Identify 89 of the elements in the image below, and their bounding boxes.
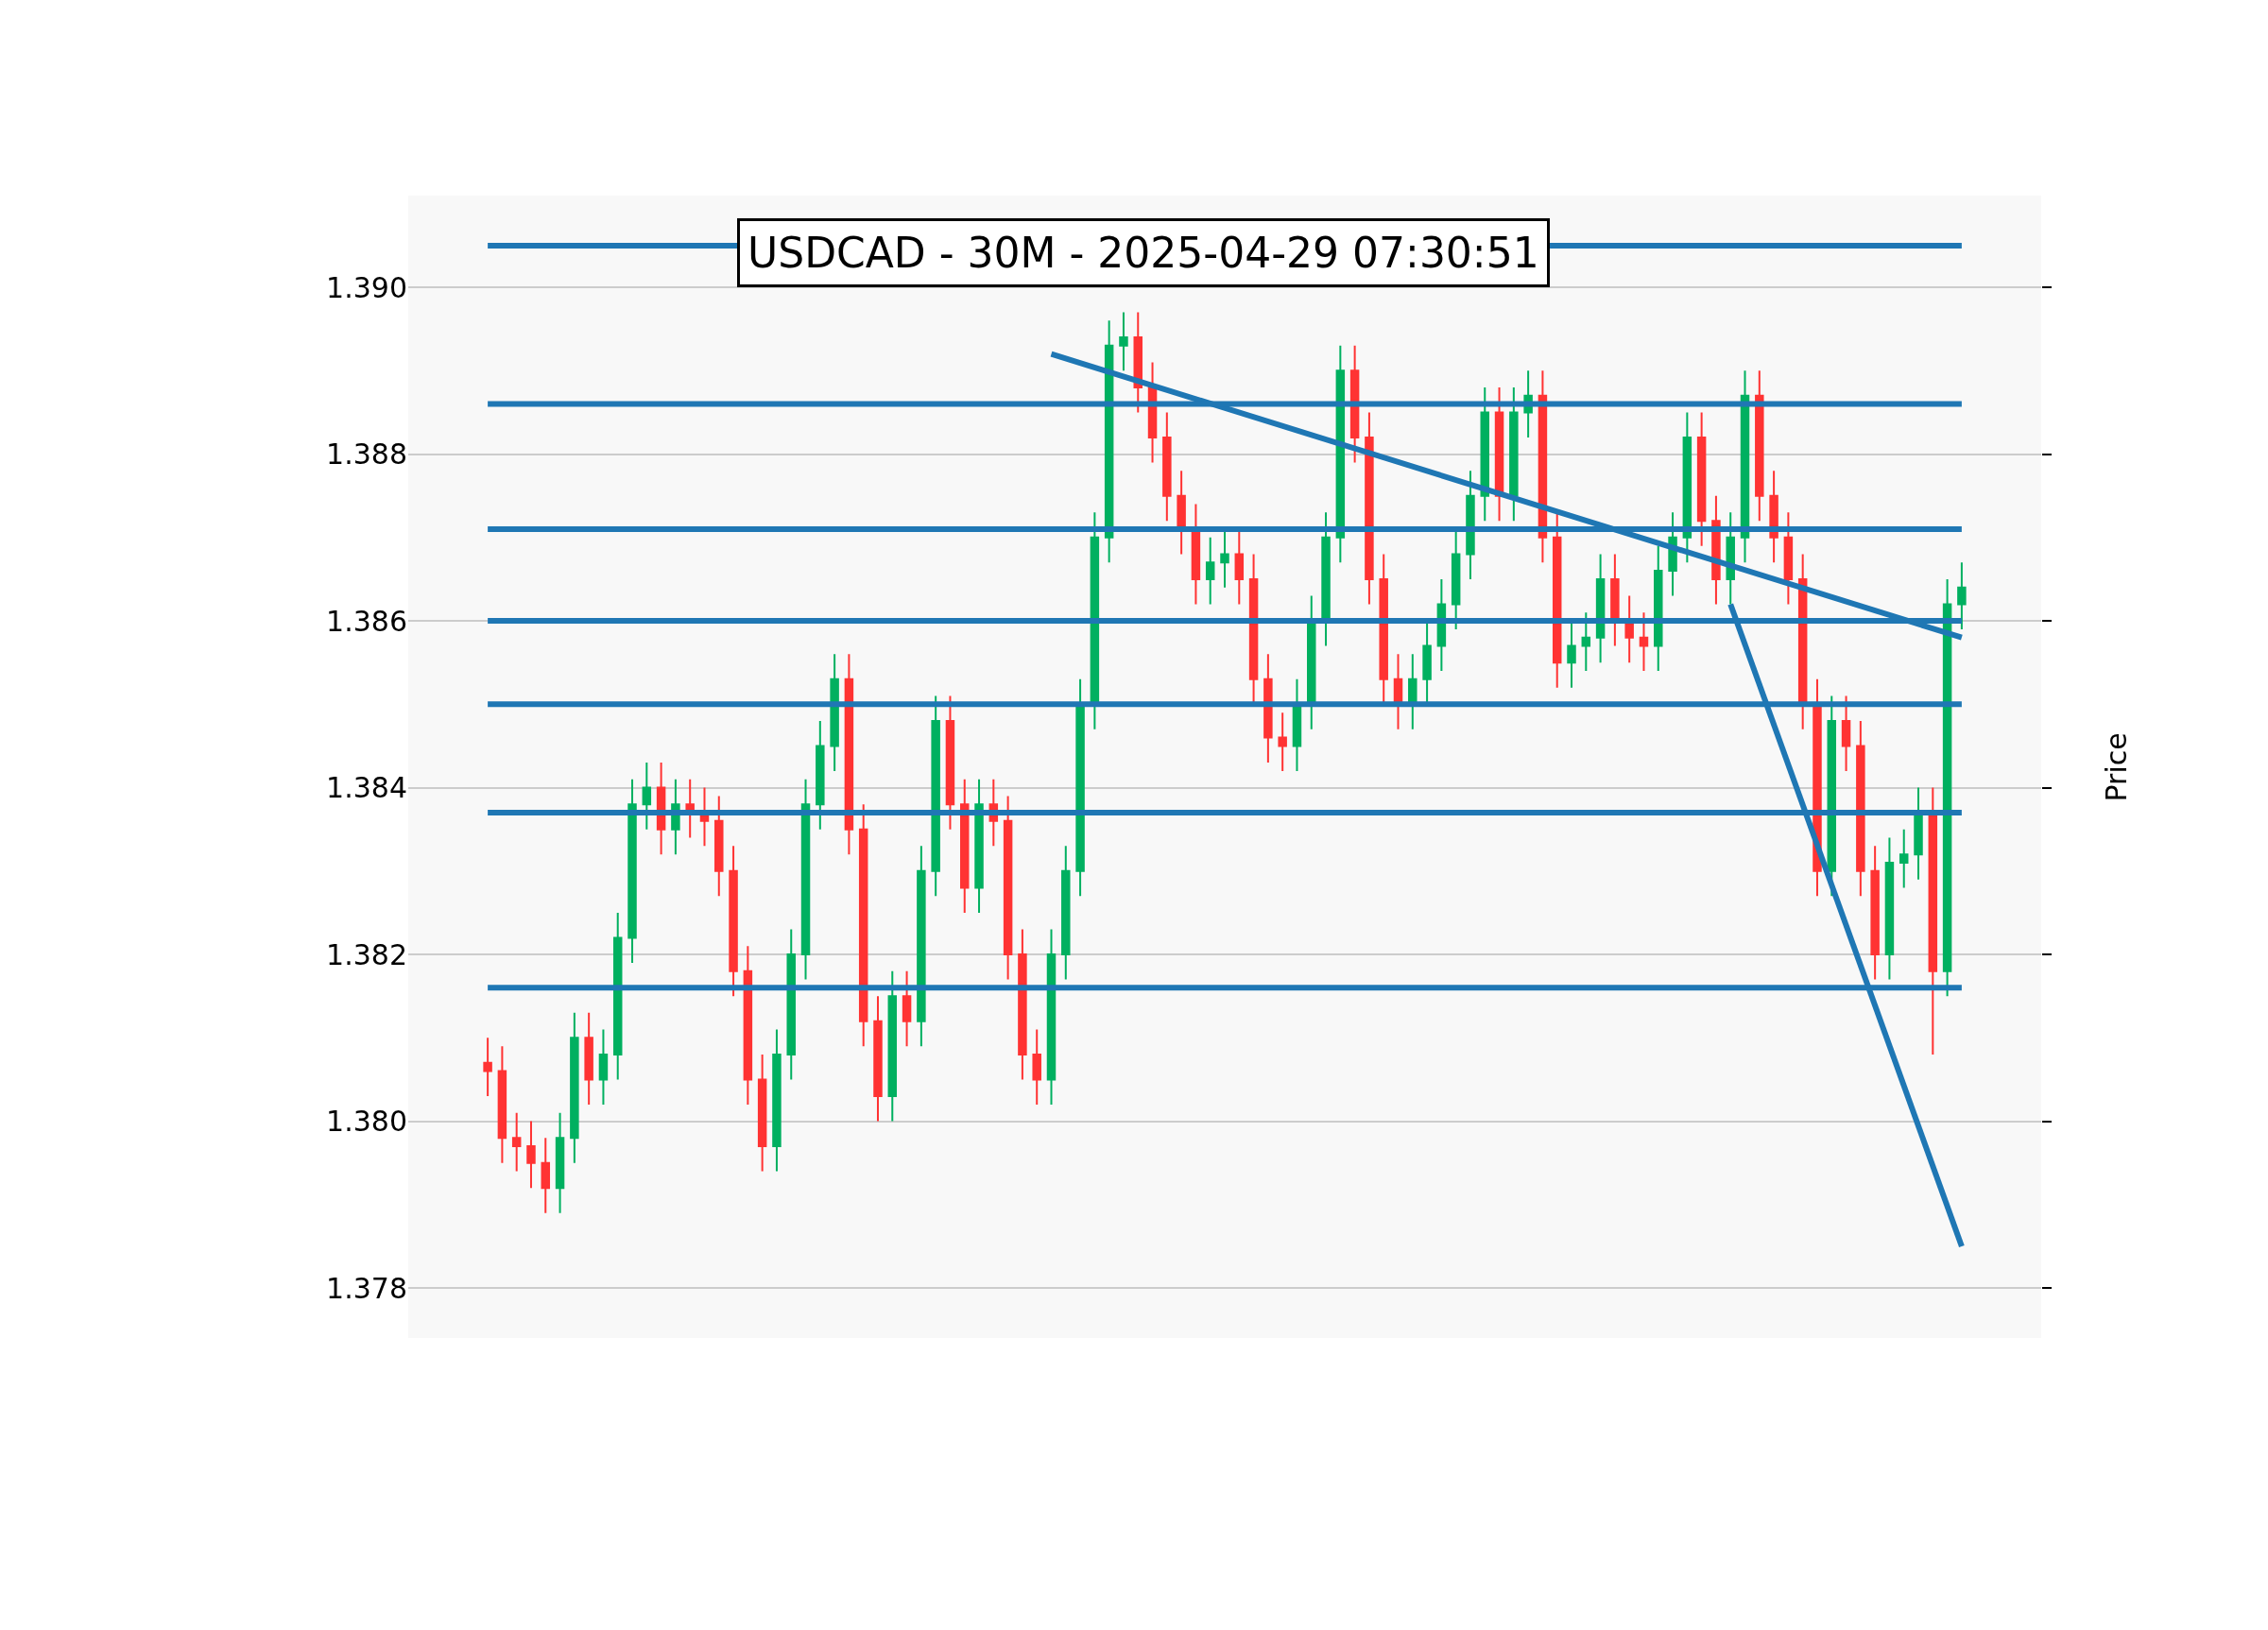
candlestick — [974, 778, 984, 914]
candlestick — [570, 1011, 579, 1164]
candlestick — [1466, 470, 1475, 580]
candlestick — [612, 911, 623, 1081]
candlestick — [526, 1120, 536, 1190]
candlestick — [1639, 611, 1649, 673]
candlestick — [1841, 695, 1851, 772]
candlestick — [1480, 386, 1489, 523]
candlestick — [786, 928, 796, 1081]
candlestick — [555, 1111, 565, 1214]
candlestick — [1263, 653, 1273, 764]
candlestick — [1018, 928, 1027, 1081]
candlestick — [1755, 369, 1764, 523]
candlestick — [1177, 470, 1186, 556]
candlestick — [858, 803, 868, 1048]
candlestick — [816, 719, 825, 831]
candlestick — [960, 778, 970, 914]
candlestick — [1205, 536, 1215, 606]
candlestick — [598, 1028, 609, 1106]
candlestick — [1726, 511, 1735, 606]
y-tick-label: 1.386 — [326, 604, 407, 638]
candlestick — [1509, 386, 1519, 523]
y-tick-label: 1.390 — [326, 270, 407, 304]
candlestick — [1003, 795, 1013, 981]
candlestick — [1061, 845, 1071, 981]
candlestick — [1191, 503, 1201, 606]
candlestick — [1393, 653, 1403, 730]
candlestick — [1928, 786, 1938, 1055]
candlestick — [642, 762, 652, 831]
candlestick — [1292, 678, 1302, 772]
y-axis-title: Price — [2100, 732, 2134, 802]
candlestick — [873, 995, 883, 1123]
candlestick — [1654, 544, 1663, 673]
y-tick-label: 1.382 — [326, 937, 407, 971]
candlestick — [1046, 928, 1057, 1106]
candlestick — [1162, 411, 1172, 523]
candlestick — [1682, 411, 1692, 564]
candlestick — [729, 845, 738, 998]
candlestick — [1032, 1028, 1041, 1106]
candlestick — [1119, 311, 1128, 372]
y-tick-label: 1.384 — [326, 771, 407, 805]
candlestick — [1581, 611, 1591, 673]
candlestick — [1278, 712, 1287, 772]
candlestick — [1494, 386, 1504, 523]
candlestick — [1942, 577, 1952, 998]
candlestick — [1696, 411, 1707, 547]
candlestick — [931, 695, 940, 898]
candlestick — [1884, 836, 1895, 981]
text: USDCAD - 30M - 2025-04-29 07:30:51 — [747, 229, 1539, 277]
candlestick — [1957, 561, 1967, 630]
y-tick-label: 1.380 — [326, 1105, 407, 1139]
candlestick — [1899, 828, 1909, 889]
candlestick — [1856, 719, 1865, 898]
candlestick — [1321, 511, 1331, 647]
candlestick — [497, 1045, 507, 1164]
candlestick — [627, 778, 637, 964]
candlestick — [1552, 511, 1562, 689]
y-tick-label: 1.388 — [326, 438, 407, 472]
candlestick — [1349, 344, 1360, 464]
candlestick — [541, 1137, 551, 1214]
candlestick — [1365, 411, 1374, 606]
candlestick — [511, 1111, 522, 1173]
candlestick — [902, 969, 912, 1048]
candlestick — [1307, 594, 1316, 730]
y-tick-label: 1.378 — [326, 1271, 407, 1305]
candlestick — [483, 1037, 492, 1098]
candlestick — [743, 945, 753, 1106]
candlestick — [1595, 553, 1606, 664]
candlestick — [1075, 678, 1085, 898]
candlestick — [1740, 369, 1750, 564]
candlestick — [844, 653, 854, 856]
candlestick — [1610, 553, 1620, 647]
candlestick — [584, 1011, 593, 1106]
candlestick — [757, 1053, 767, 1173]
candlestick — [1133, 311, 1143, 414]
candlestick — [1914, 786, 1923, 881]
candlestick — [1827, 695, 1837, 898]
candlestick — [772, 1028, 782, 1173]
candlestick — [714, 795, 724, 898]
candlestick — [917, 845, 926, 1048]
candlestick — [1783, 511, 1794, 606]
candlestick — [800, 778, 811, 981]
candlestick — [1870, 845, 1880, 981]
candlestick — [1090, 511, 1100, 730]
candlestick — [945, 695, 955, 831]
candlestick — [1624, 594, 1634, 664]
candlestick — [830, 653, 839, 772]
candlestick — [887, 969, 898, 1123]
candlestick — [1408, 653, 1418, 730]
